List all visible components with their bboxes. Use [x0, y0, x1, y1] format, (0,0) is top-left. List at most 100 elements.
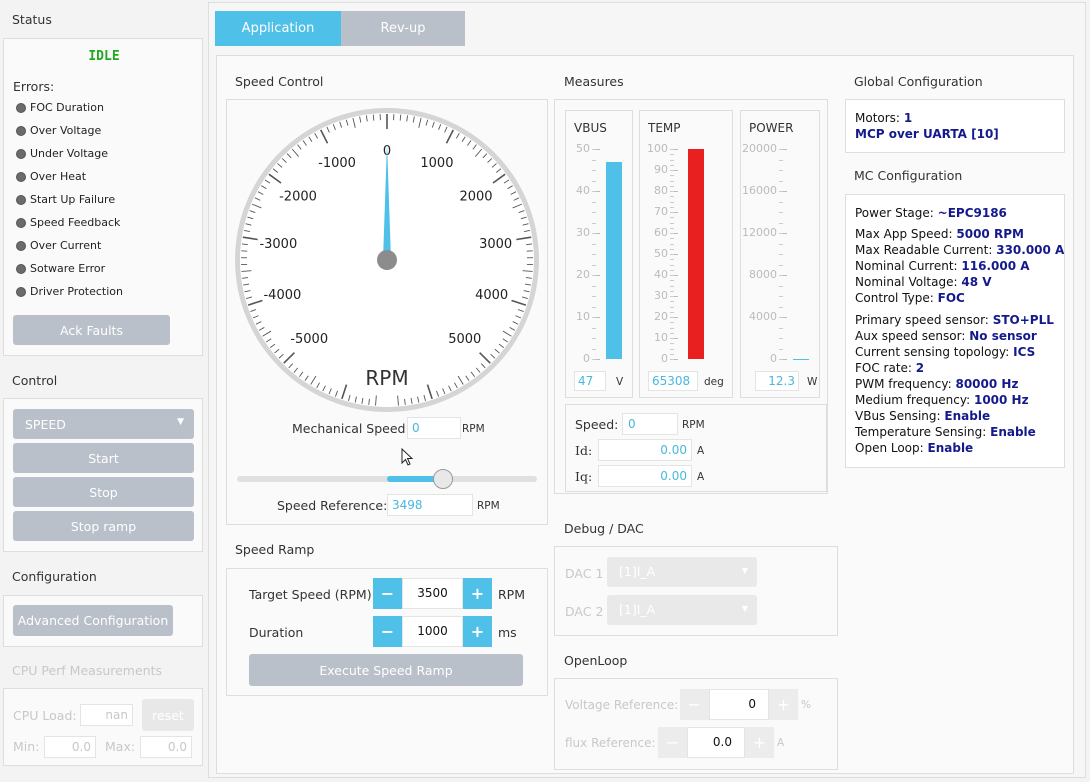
voltage-ref-decrement-button[interactable]: −: [680, 689, 709, 720]
reset-button[interactable]: reset: [142, 699, 194, 731]
gauge-tick: [326, 126, 330, 133]
flux-ref-decrement-button[interactable]: −: [658, 727, 687, 758]
gauge-tick: [365, 115, 368, 122]
stop-button[interactable]: Stop: [13, 477, 194, 507]
advanced-configuration-button[interactable]: Advanced Configuration: [13, 605, 173, 636]
start-button[interactable]: Start: [13, 443, 194, 473]
duration-field[interactable]: 1000: [402, 616, 463, 647]
flux-ref-increment-button[interactable]: +: [745, 727, 774, 758]
tab-rev-up[interactable]: Rev-up: [341, 11, 465, 46]
meter-minor-tick: [779, 275, 783, 276]
meter-tick-label: 40: [576, 184, 590, 197]
flux-ref-label: flux Reference:: [565, 736, 656, 750]
gauge-tick-label: -5000: [290, 332, 328, 347]
meter-minor-tick: [592, 233, 596, 234]
meter-minor-tick: [779, 180, 783, 182]
gauge-tick: [474, 148, 483, 157]
global-config-title: Global Configuration: [854, 74, 983, 89]
mc-config-value: 1000 Hz: [973, 393, 1029, 407]
voltage-ref-field[interactable]: 0: [709, 689, 769, 720]
gauge-tick: [522, 270, 533, 272]
mode-select[interactable]: SPEED ▼: [13, 409, 194, 439]
currents-panel: Speed: 0 RPM Id: 0.00 A Iq: 0.00 A: [565, 404, 827, 492]
execute-speed-ramp-button[interactable]: Execute Speed Ramp: [249, 654, 523, 686]
flux-ref-unit: A: [777, 737, 785, 749]
gauge-tick: [322, 385, 326, 392]
meter-minor-tick: [779, 254, 783, 255]
error-label: Driver Protection: [30, 285, 123, 298]
speed-slider-fill: [387, 476, 443, 482]
meter-tick: [670, 254, 678, 255]
target-speed-decrement-button[interactable]: −: [373, 578, 402, 609]
gauge-tick: [524, 283, 531, 286]
gauge-tick: [286, 153, 292, 159]
flux-ref-field[interactable]: 0.0: [687, 727, 745, 758]
gauge-tick: [472, 144, 477, 150]
meter-minor-tick: [592, 264, 596, 266]
chevron-down-icon: ▼: [741, 604, 748, 613]
meter-minor-tick: [670, 269, 674, 271]
stop-ramp-button[interactable]: Stop ramp: [13, 511, 194, 541]
mc-config-key: Temperature Sensing:: [855, 425, 987, 439]
cpu-load-label: CPU Load:: [13, 708, 77, 723]
gauge-tick: [438, 124, 442, 130]
dac2-select[interactable]: [1]I_A ▼: [607, 595, 757, 625]
gauge-tick: [513, 197, 520, 201]
meter-minor-tick: [670, 185, 674, 187]
speed-ref-field[interactable]: 3498: [387, 494, 473, 516]
meter-tick-label: 20: [654, 310, 668, 323]
cpu-min-field: 0.0: [44, 736, 96, 758]
connection-link: MCP over UARTA [10]: [855, 127, 999, 141]
meter-minor-tick: [779, 264, 783, 266]
gauge-tick: [316, 382, 320, 389]
meter-minor-tick: [670, 201, 674, 203]
voltage-ref-increment-button[interactable]: +: [769, 689, 798, 720]
meter-tick: [670, 296, 678, 297]
meter-minor-tick: [670, 359, 674, 360]
error-label: FOC Duration: [30, 101, 104, 114]
cpu-title: CPU Perf Measurements: [12, 663, 163, 678]
meter-minor-tick: [592, 317, 596, 318]
tab-application[interactable]: Application: [215, 11, 341, 46]
meter-minor-tick: [670, 206, 674, 208]
mc-config-line: FOC rate: 2: [855, 360, 1054, 376]
gauge-tick: [455, 132, 460, 139]
cpu-min-label: Min:: [13, 739, 40, 754]
meter-minor-tick: [670, 338, 674, 339]
ack-faults-button[interactable]: Ack Faults: [13, 315, 170, 345]
dac1-select[interactable]: [1]I_A ▼: [607, 557, 757, 587]
meter-minor-tick: [670, 348, 674, 350]
duration-decrement-button[interactable]: −: [373, 616, 402, 647]
meter-minor-tick: [592, 306, 596, 308]
gauge-tick-label: -1000: [318, 156, 356, 171]
target-speed-increment-button[interactable]: +: [463, 578, 492, 609]
meter-minor-tick: [779, 359, 783, 360]
duration-increment-button[interactable]: +: [463, 616, 492, 647]
motors-label: Motors:: [855, 111, 900, 125]
meter-tick-label: 80: [654, 184, 668, 197]
gauge-tick: [288, 363, 294, 369]
meter-minor-tick: [779, 212, 783, 213]
gauge-tick: [264, 179, 271, 184]
meter-minor-tick: [779, 233, 783, 234]
gauge-tick-label: 1000: [420, 156, 453, 171]
gauge-tick: [257, 191, 264, 195]
gauge-tick: [243, 229, 251, 233]
meter-minor-tick: [670, 222, 674, 224]
gauge-tick: [361, 397, 364, 404]
gauge-tick: [520, 216, 527, 220]
meter-minor-tick: [670, 175, 674, 177]
gauge-tick: [247, 299, 263, 306]
gauge-tick: [246, 296, 253, 299]
temp-unit: deg: [704, 376, 724, 388]
temp-title: TEMP: [648, 121, 681, 135]
error-indicator: Driver Protection: [16, 285, 123, 298]
mc-config-key: Current sensing topology:: [855, 345, 1010, 359]
gauge-tick: [345, 119, 349, 126]
meter-minor-tick: [779, 317, 783, 318]
gauge-tick-label: -4000: [263, 288, 301, 303]
speed-slider-handle[interactable]: [432, 469, 453, 489]
target-speed-field[interactable]: 3500: [402, 578, 463, 609]
gauge-tick: [410, 397, 413, 404]
speed-slider-track[interactable]: [237, 469, 537, 489]
